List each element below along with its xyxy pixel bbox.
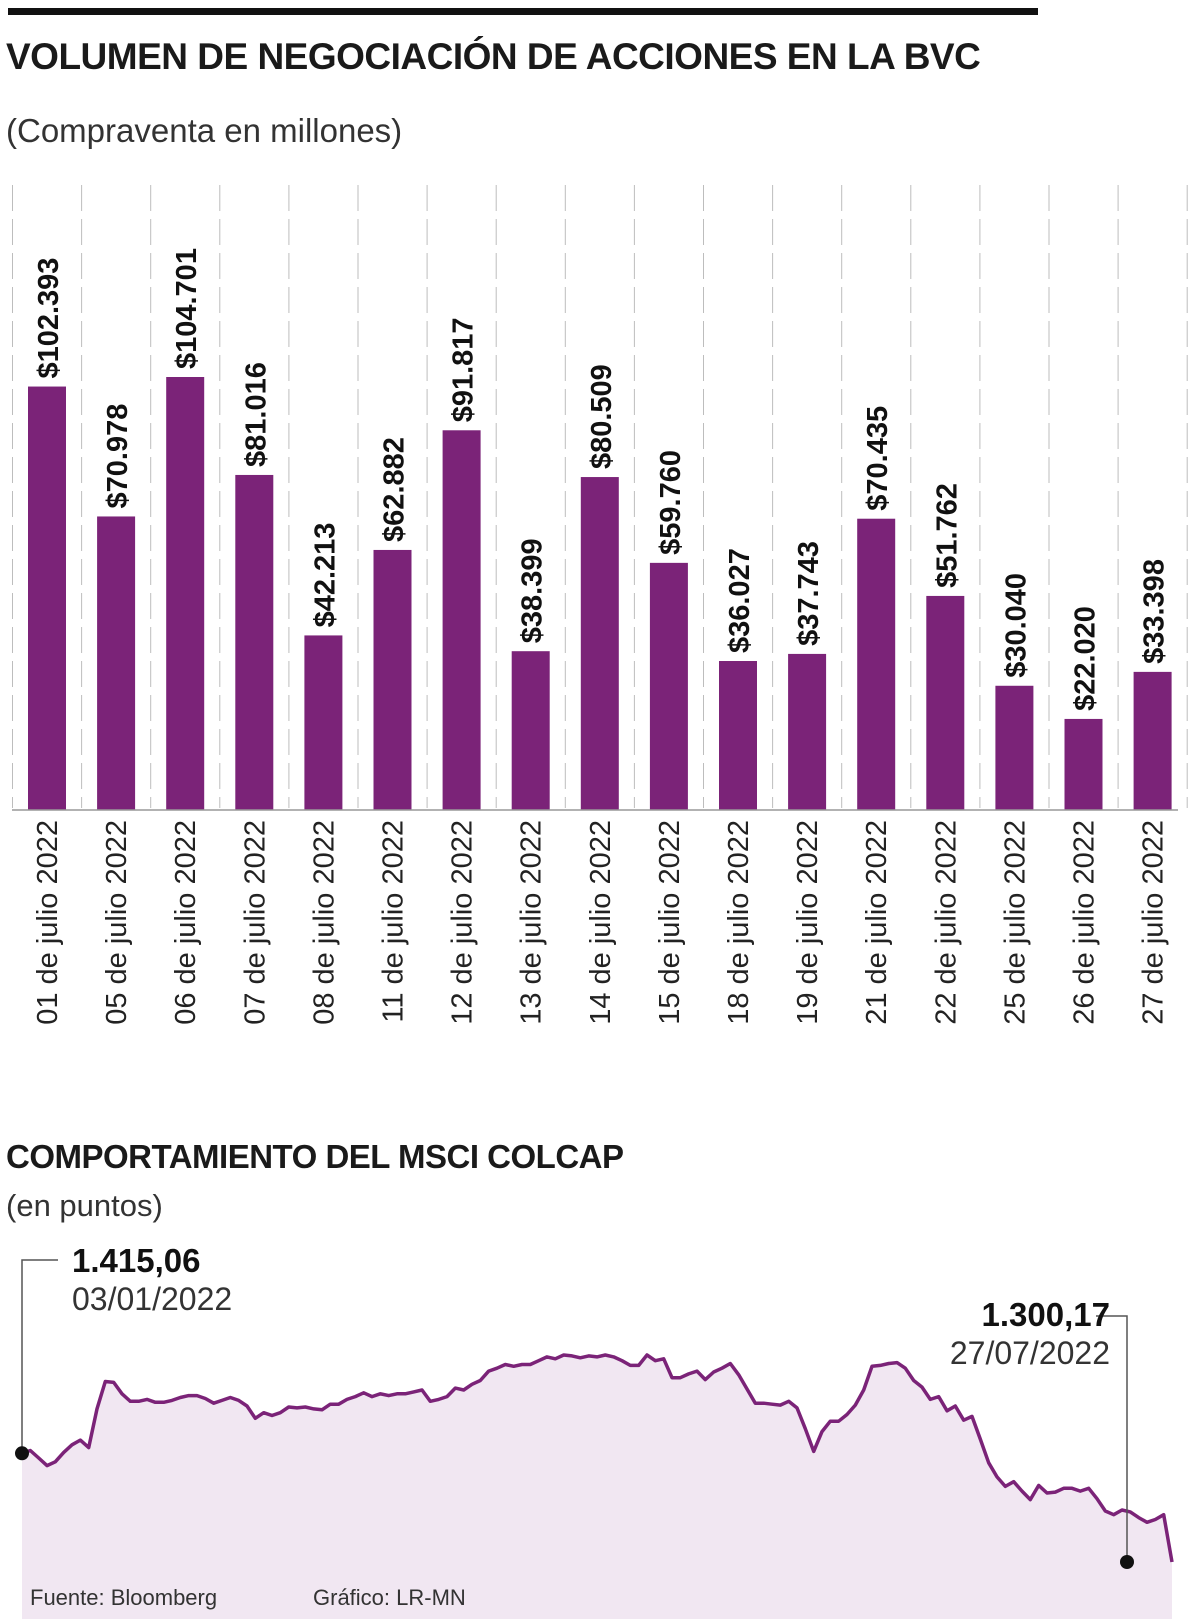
bar (926, 595, 965, 810)
bar-value-label: $36.027 (724, 548, 756, 653)
bar (995, 685, 1034, 810)
category-label: 05 de julio 2022 (101, 820, 133, 1025)
bar-value-label: $80.509 (586, 364, 618, 469)
start-point-marker (15, 1446, 29, 1461)
bar (373, 549, 412, 810)
bar-value-label: $70.435 (862, 406, 894, 511)
category-label: 19 de julio 2022 (792, 820, 824, 1025)
colcap-line (21, 1353, 1174, 1563)
bar-value-label: $33.398 (1139, 559, 1171, 664)
bar-value-label: $59.760 (655, 450, 687, 555)
bar-value-label: $42.213 (309, 523, 341, 628)
bar-value-label: $51.762 (931, 483, 963, 588)
start-date-label: 03/01/2022 (72, 1281, 232, 1317)
bar (304, 635, 343, 810)
category-label: 11 de julio 2022 (378, 820, 410, 1023)
chart-title: VOLUMEN DE NEGOCIACIÓN DE ACCIONES EN LA… (6, 36, 981, 77)
source-note: Fuente: Bloomberg (30, 1585, 218, 1610)
bar-value-label: $104.701 (171, 248, 203, 369)
end-leader-line (1096, 1315, 1128, 1562)
bar-value-label: $102.393 (33, 258, 65, 379)
category-label: 06 de julio 2022 (170, 820, 202, 1025)
start-value-label: 1.415,06 (72, 1242, 200, 1279)
bar (649, 562, 688, 810)
category-label: 01 de julio 2022 (32, 820, 64, 1025)
category-label: 12 de julio 2022 (447, 820, 479, 1025)
bar (719, 661, 757, 810)
area-fill (22, 1355, 1172, 1619)
bar (511, 651, 550, 810)
category-label: 14 de julio 2022 (585, 820, 617, 1025)
category-label: 13 de julio 2022 (516, 820, 548, 1025)
bar (442, 430, 481, 810)
bar-value-label: $70.978 (102, 404, 134, 509)
category-label: 26 de julio 2022 (1069, 820, 1101, 1025)
category-label: 18 de julio 2022 (723, 820, 755, 1025)
bar-chart: $102.393 01 de julio 2022 $70.978 05 de jul… (12, 185, 1188, 1025)
top-rule (8, 8, 1038, 15)
end-value-label: 1.300,17 (982, 1296, 1110, 1333)
bar-value-label: $37.743 (793, 541, 825, 646)
bar-value-label: $30.040 (1000, 573, 1032, 678)
bar (97, 516, 136, 810)
bar (1064, 718, 1103, 810)
colcap-title: COMPORTAMIENTO DEL MSCI COLCAP (6, 1138, 624, 1175)
bar (28, 386, 66, 810)
category-label: 07 de julio 2022 (239, 820, 271, 1025)
bar-value-label: $81.016 (240, 362, 272, 467)
bar-value-label: $38.399 (517, 538, 549, 643)
start-leader-line (21, 1259, 58, 1454)
end-date-label: 27/07/2022 (950, 1335, 1110, 1371)
category-label: 25 de julio 2022 (999, 820, 1031, 1025)
bar-value-label: $91.817 (448, 317, 480, 422)
bar-value-label: $62.882 (379, 437, 411, 542)
chart-subtitle: (Compraventa en millones) (6, 112, 403, 149)
category-label: 22 de julio 2022 (930, 820, 962, 1025)
category-label: 27 de julio 2022 (1138, 820, 1170, 1025)
bar (166, 377, 205, 810)
bar (1133, 671, 1172, 810)
credit-note: Gráfico: LR-MN (313, 1585, 466, 1610)
category-label: 21 de julio 2022 (861, 820, 893, 1025)
bar (580, 477, 619, 810)
colcap-subtitle: (en puntos) (6, 1188, 163, 1223)
category-label: 15 de julio 2022 (654, 820, 686, 1025)
bar (857, 518, 896, 810)
bar-value-label: $22.020 (1070, 606, 1102, 711)
bar (235, 474, 274, 810)
end-point-marker (1120, 1555, 1134, 1569)
category-label: 08 de julio 2022 (308, 820, 340, 1025)
bar (788, 653, 827, 810)
